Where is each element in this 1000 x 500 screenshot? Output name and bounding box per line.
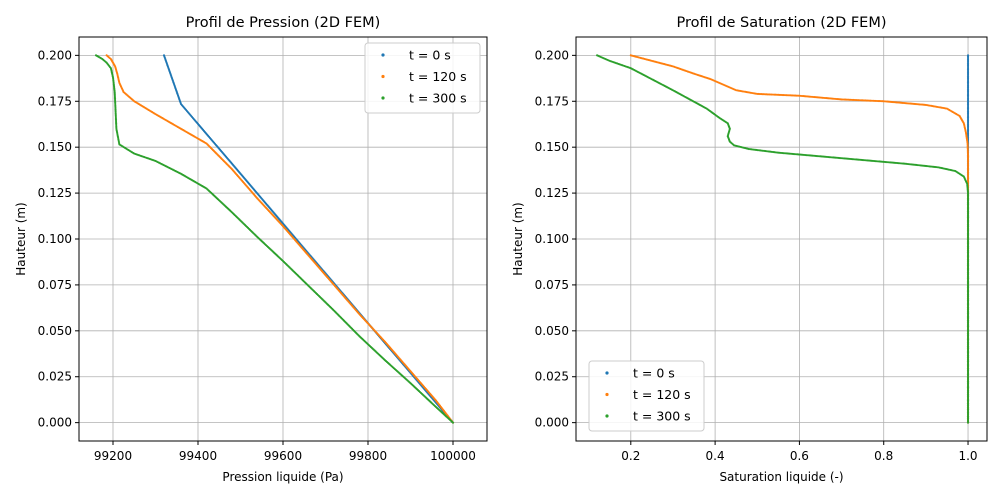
x-axis-label: Pression liquide (Pa)	[222, 470, 343, 484]
chart-title: Profil de Pression (2D FEM)	[186, 15, 381, 31]
y-tick-label: 0.175	[535, 94, 569, 108]
chart-title: Profil de Saturation (2D FEM)	[676, 15, 886, 31]
y-tick-label: 0.000	[535, 416, 569, 430]
legend-box	[364, 42, 481, 114]
legend-marker	[605, 392, 609, 397]
y-tick-label: 0.000	[38, 416, 72, 430]
legend-marker	[381, 96, 385, 100]
legend-entry: t = 0 s	[633, 366, 675, 381]
y-tick-label: 0.025	[38, 370, 72, 384]
x-tick-label: 99800	[349, 449, 387, 463]
x-tick-label: 99200	[94, 449, 132, 463]
y-tick-label: 0.075	[535, 278, 569, 292]
data-point	[94, 54, 98, 57]
legend: t = 0 s t = 120 s t = 300 s	[588, 360, 705, 432]
x-tick-label: 0.2	[621, 449, 640, 463]
y-axis-label: Hauteur (m)	[14, 202, 28, 275]
chart-panel-1: 0.2 0.4 0.6 0.8 1.0 0.000 0.025 0.050 0.075 0.100…	[511, 15, 988, 484]
series-2	[596, 54, 970, 424]
y-tick-label: 0.100	[535, 232, 569, 246]
y-tick-label: 0.200	[38, 48, 72, 62]
legend-entry: t = 300 s	[633, 409, 691, 424]
y-tick-label: 0.125	[38, 186, 72, 200]
x-tick-label: 99400	[179, 449, 217, 463]
legend-marker	[381, 74, 385, 79]
data-point	[105, 54, 108, 57]
x-tick-label: 1.0	[958, 449, 977, 463]
legend-marker	[381, 53, 385, 57]
y-tick-label: 0.050	[38, 324, 72, 338]
legend-entry: t = 120 s	[633, 387, 691, 402]
y-tick-label: 0.150	[38, 140, 72, 154]
legend-entry: t = 0 s	[409, 48, 451, 63]
x-tick-label: 99600	[264, 449, 302, 463]
x-tick-label: 0.4	[706, 449, 725, 463]
legend-marker	[605, 371, 609, 375]
legend-box	[588, 360, 705, 432]
chart-panel-0: 99200 99400 99600 99800 100000 0.000 0.025 0.05…	[14, 15, 488, 484]
series-2	[94, 54, 455, 424]
y-tick-label: 0.025	[535, 370, 569, 384]
y-tick-label: 0.175	[38, 94, 72, 108]
data-point	[629, 54, 632, 57]
y-tick-label: 0.075	[38, 278, 72, 292]
y-tick-label: 0.200	[535, 48, 569, 62]
y-axis-label: Hauteur (m)	[511, 202, 525, 275]
y-tick-label: 0.100	[38, 232, 72, 246]
y-tick-label: 0.125	[535, 186, 569, 200]
legend-marker	[605, 414, 609, 418]
x-tick-label: 100000	[430, 449, 476, 463]
legend-entry: t = 300 s	[409, 91, 467, 106]
data-point	[966, 54, 970, 57]
legend: t = 0 s t = 120 s t = 300 s	[364, 42, 481, 114]
x-tick-label: 0.8	[874, 449, 893, 463]
legend-entry: t = 120 s	[409, 69, 467, 84]
data-point	[596, 54, 599, 57]
y-tick-label: 0.050	[535, 324, 569, 338]
x-tick-label: 0.6	[790, 449, 809, 463]
x-axis-label: Saturation liquide (-)	[719, 470, 843, 484]
data-point	[162, 54, 166, 57]
y-tick-label: 0.150	[535, 140, 569, 154]
